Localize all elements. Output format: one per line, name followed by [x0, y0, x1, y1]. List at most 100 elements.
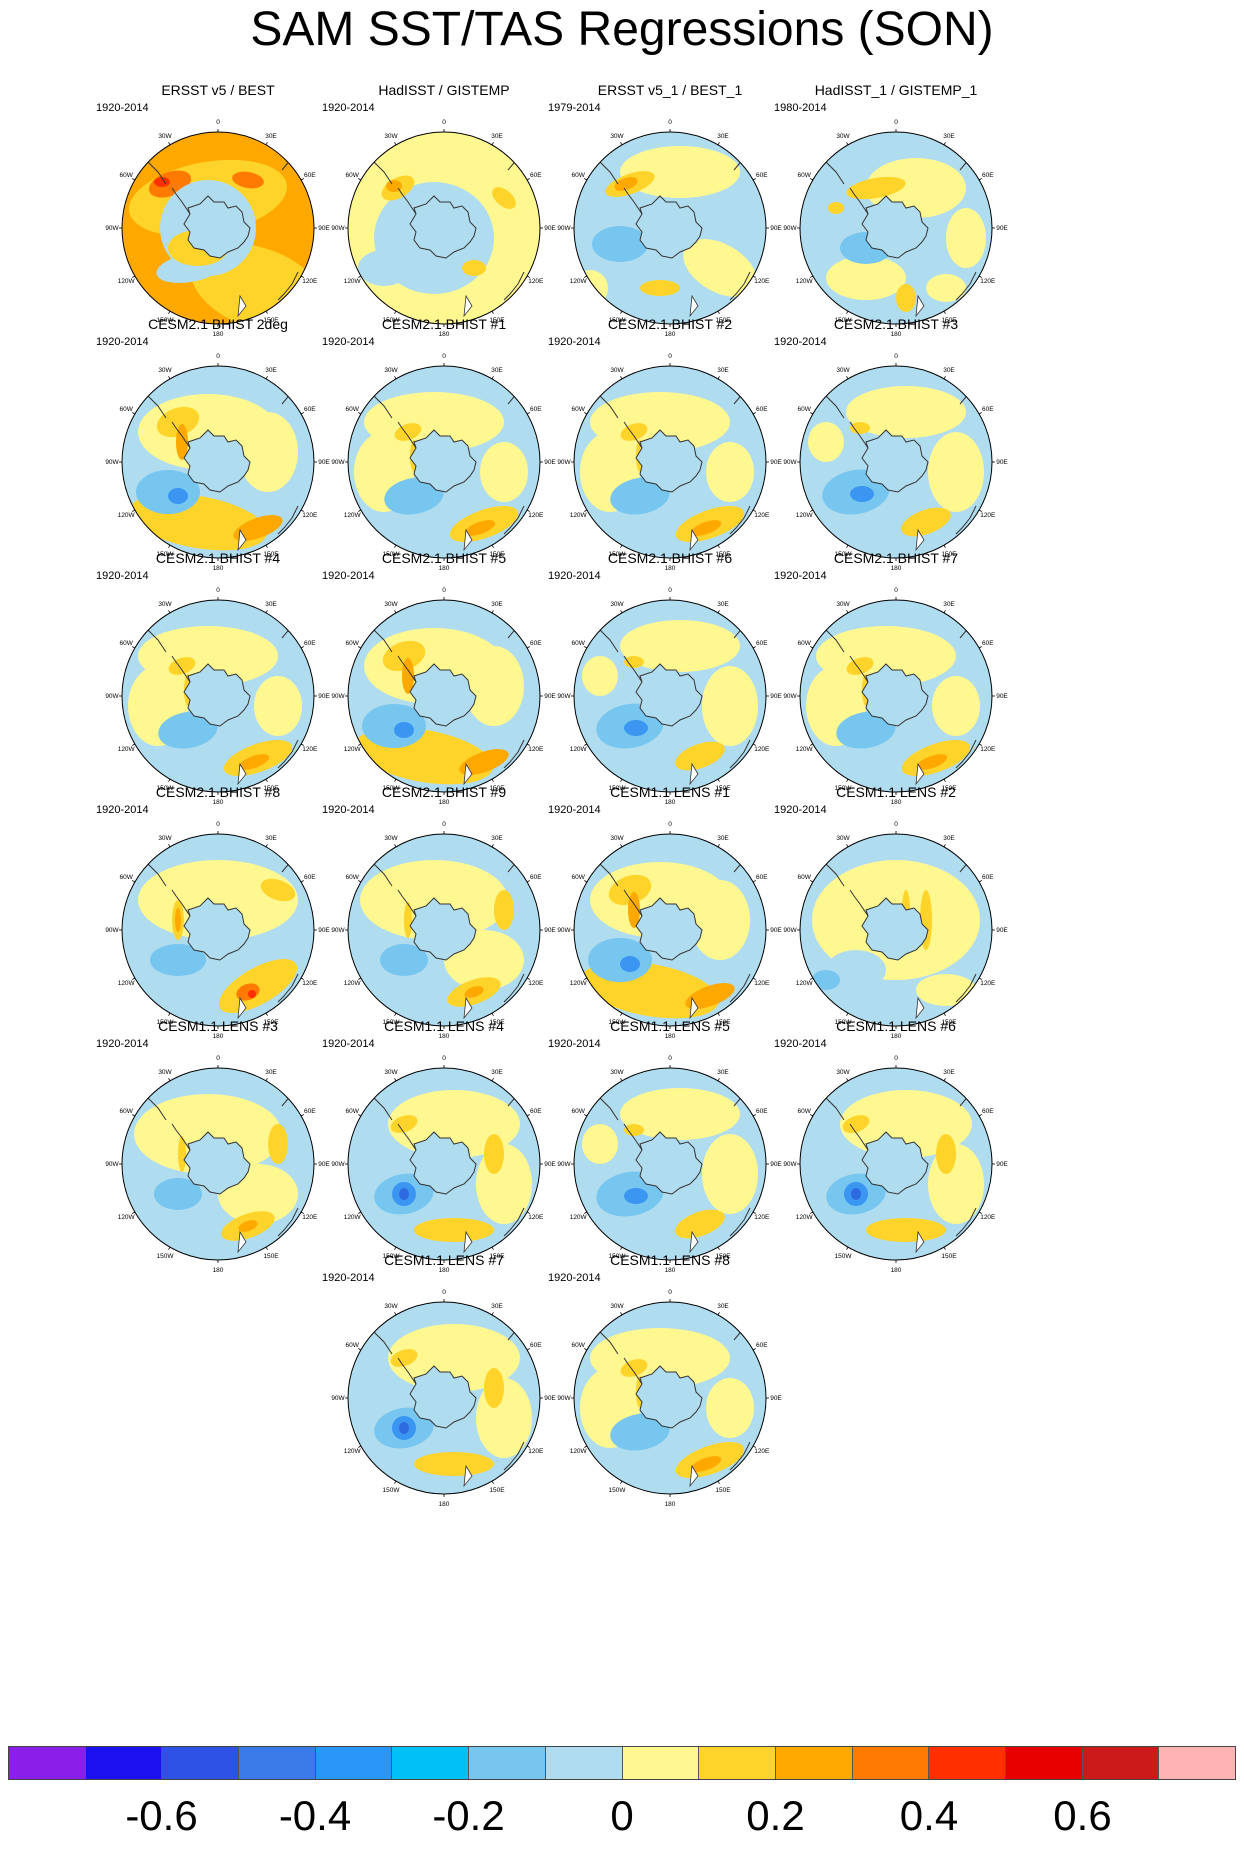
- longitude-label: 120E: [302, 512, 318, 519]
- longitude-label: 180: [439, 799, 450, 806]
- panel-title: CESM2.1 BHIST #8: [155, 784, 281, 800]
- longitude-label: 60E: [756, 640, 768, 647]
- map-panel: ERSST v5 / BEST 1920-2014 0 30E 60E 90E 120E 15…: [84, 82, 352, 352]
- longitude-label: 60E: [982, 640, 994, 647]
- longitude-label: 120E: [528, 1214, 544, 1221]
- longitude-label: 150E: [263, 551, 279, 558]
- longitude-label: 150E: [263, 317, 279, 324]
- colorbar-swatch: [1005, 1747, 1083, 1779]
- longitude-label: 120W: [118, 980, 136, 987]
- panel-title: CESM2.1 BHIST #9: [381, 784, 507, 800]
- longitude-label: 60E: [304, 874, 316, 881]
- longitude-label: 120W: [796, 980, 814, 987]
- panel-title: CESM2.1 BHIST 2deg: [148, 316, 288, 332]
- longitude-label: 150W: [609, 551, 627, 558]
- figure-title: SAM SST/TAS Regressions (SON): [250, 3, 994, 56]
- longitude-label: 30W: [384, 1069, 398, 1076]
- colorbar-tick-label: -0.6: [125, 1792, 198, 1839]
- longitude-label: 90E: [770, 927, 782, 934]
- longitude-label: 60W: [120, 640, 134, 647]
- panel-period: 1920-2014: [322, 1038, 375, 1050]
- longitude-label: 150E: [715, 551, 731, 558]
- map-panel: CESM1.1 LENS #7 1920-2014 0 30E 60E 90E 120E 15…: [310, 1252, 578, 1522]
- longitude-label: 0: [442, 821, 446, 828]
- colorbar-swatch: [85, 1747, 163, 1779]
- panel-period: 1979-2014: [548, 102, 601, 114]
- antarctica-outline: [183, 1131, 251, 1195]
- longitude-label: 30E: [491, 367, 503, 374]
- longitude-label: 120W: [344, 1214, 362, 1221]
- longitude-label: 150W: [383, 785, 401, 792]
- longitude-label: 90W: [783, 693, 797, 700]
- longitude-label: 30W: [610, 367, 624, 374]
- longitude-label: 120W: [570, 1448, 588, 1455]
- longitude-label: 60E: [304, 1108, 316, 1115]
- longitude-label: 0: [668, 1289, 672, 1296]
- longitude-label: 150E: [489, 1019, 505, 1026]
- longitude-label: 150W: [383, 551, 401, 558]
- panel-period: 1920-2014: [774, 804, 827, 816]
- longitude-label: 90W: [557, 693, 571, 700]
- longitude-label: 30W: [836, 835, 850, 842]
- longitude-label: 90W: [783, 1161, 797, 1168]
- longitude-label: 60E: [304, 406, 316, 413]
- longitude-label: 60W: [798, 874, 812, 881]
- longitude-label: 120W: [344, 746, 362, 753]
- longitude-label: 30W: [158, 367, 172, 374]
- panel-period: 1920-2014: [774, 336, 827, 348]
- longitude-label: 90E: [544, 459, 556, 466]
- longitude-label: 60W: [572, 1108, 586, 1115]
- antarctica-outline: [409, 897, 477, 961]
- longitude-label: 30W: [610, 835, 624, 842]
- longitude-label: 180: [213, 331, 224, 338]
- longitude-label: 120W: [796, 512, 814, 519]
- longitude-label: 30W: [384, 367, 398, 374]
- longitude-label: 30E: [491, 601, 503, 608]
- longitude-label: 90E: [996, 1161, 1008, 1168]
- longitude-label: 90W: [557, 459, 571, 466]
- longitude-label: 30E: [265, 1069, 277, 1076]
- longitude-label: 150W: [835, 785, 853, 792]
- longitude-label: 30W: [610, 133, 624, 140]
- antarctica-outline: [635, 195, 703, 259]
- longitude-label: 60W: [572, 874, 586, 881]
- longitude-label: 150E: [715, 1253, 731, 1260]
- longitude-label: 180: [213, 565, 224, 572]
- colorbar-tick-label: 0.4: [899, 1792, 959, 1839]
- polar-stereographic-map: 0 30E 60E 90E 120E 150E 180 150W 120W 90W 60W 30W: [557, 1055, 782, 1274]
- longitude-label: 120E: [302, 278, 318, 285]
- longitude-label: 60E: [530, 1108, 542, 1115]
- antarctica-outline: [183, 195, 251, 259]
- longitude-label: 150E: [941, 1253, 957, 1260]
- polar-stereographic-map: 0 30E 60E 90E 120E 150E 180 150W 120W 90W 60W 30W: [331, 1289, 556, 1508]
- longitude-label: 0: [442, 587, 446, 594]
- map-panel: CESM2.1 BHIST #5 1920-2014 0 30E 60E 90E 120E 1…: [310, 550, 578, 820]
- map-panel: CESM2.1 BHIST 2deg 1920-2014 0 30E 60E 90E 120…: [84, 316, 352, 586]
- longitude-label: 60E: [756, 1108, 768, 1115]
- colorbar-swatch: [315, 1747, 393, 1779]
- map-panel: CESM1.1 LENS #1 1920-2014 0 30E 60E 90E 120E 15…: [536, 784, 804, 1054]
- longitude-label: 120E: [754, 278, 770, 285]
- longitude-label: 60E: [304, 640, 316, 647]
- panel-period: 1920-2014: [96, 1038, 149, 1050]
- longitude-label: 60E: [982, 1108, 994, 1115]
- panel-title: ERSST v5 / BEST: [161, 82, 275, 98]
- polar-stereographic-map: 0 30E 60E 90E 120E 150E 180 150W 120W 90W 60W 30W: [557, 821, 782, 1040]
- colorbar-swatch: [392, 1747, 470, 1779]
- antarctica-outline: [409, 663, 477, 727]
- longitude-label: 120W: [796, 746, 814, 753]
- polar-stereographic-map: 0 30E 60E 90E 120E 150E 180 150W 120W 90W 60W 30W: [783, 1055, 1008, 1274]
- map-panel: HadISST / GISTEMP 1920-2014 0 30E 60E 90E 120E…: [310, 82, 578, 352]
- longitude-label: 150E: [941, 317, 957, 324]
- longitude-label: 180: [439, 565, 450, 572]
- map-panel: CESM1.1 LENS #3 1920-2014 0 30E 60E 90E 120E 15…: [84, 1018, 352, 1288]
- panel-title: CESM1.1 LENS #2: [836, 784, 956, 800]
- longitude-label: 120E: [980, 746, 996, 753]
- panel-period: 1920-2014: [774, 570, 827, 582]
- colorbar-swatch: [239, 1747, 316, 1779]
- longitude-label: 180: [665, 1267, 676, 1274]
- longitude-label: 30E: [265, 835, 277, 842]
- longitude-label: 90W: [783, 927, 797, 934]
- longitude-label: 120E: [980, 512, 996, 519]
- longitude-label: 150W: [157, 317, 175, 324]
